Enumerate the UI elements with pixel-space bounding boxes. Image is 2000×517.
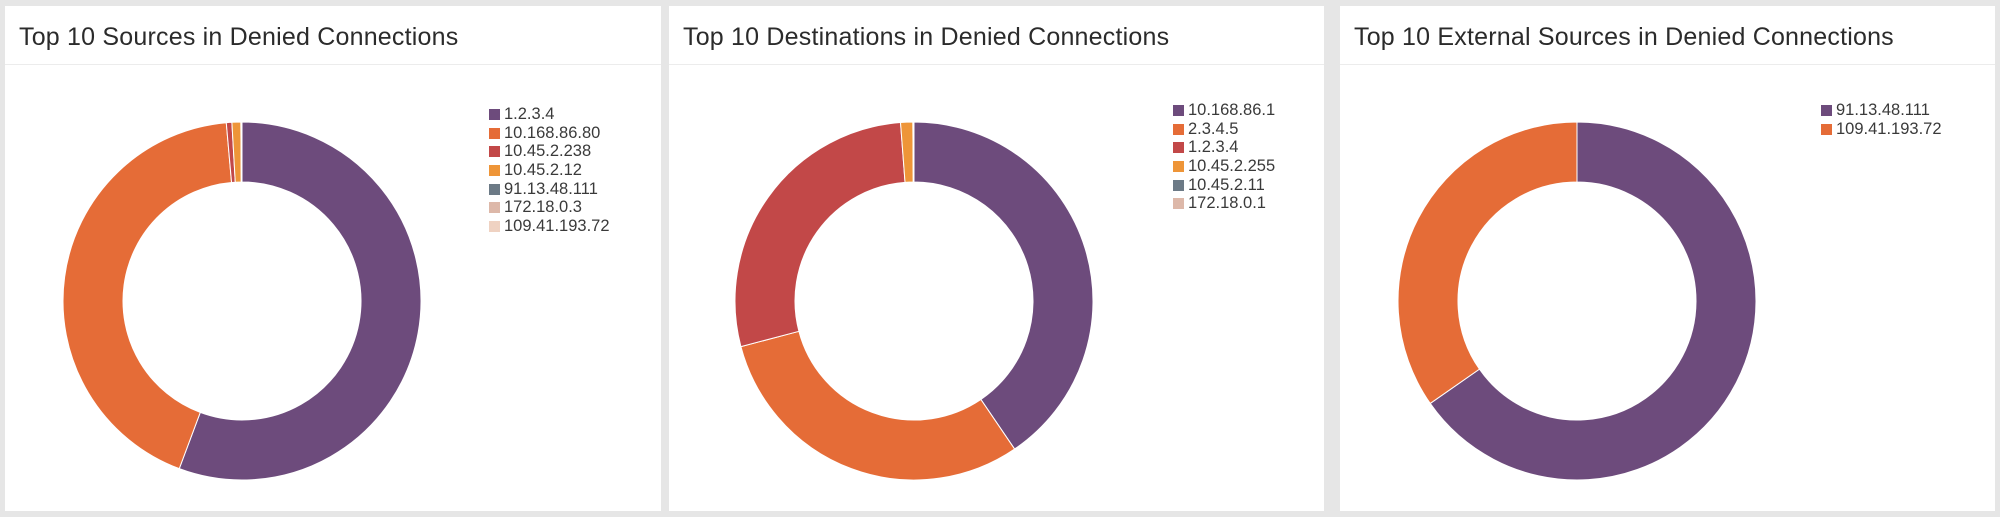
panel-title: Top 10 Destinations in Denied Connection… — [683, 23, 1170, 51]
legend-label: 109.41.193.72 — [1836, 119, 1942, 138]
legend-label: 10.168.86.80 — [504, 123, 601, 142]
legend-swatch — [489, 164, 500, 176]
legend-item-10-168-86-1[interactable]: 10.168.86.1 — [1173, 101, 1275, 120]
legend-item-10-45-2-11[interactable]: 10.45.2.11 — [1173, 176, 1275, 195]
legend-swatch — [1173, 198, 1184, 210]
legend-swatch — [1173, 160, 1184, 172]
panel-top-external-sources: Top 10 External Sources in Denied Connec… — [1340, 6, 1995, 511]
legend-item-1-2-3-4[interactable]: 1.2.3.4 — [1173, 138, 1275, 157]
legend-label: 2.3.4.5 — [1188, 119, 1239, 138]
legend-label: 172.18.0.3 — [504, 198, 582, 217]
legend-swatch — [1173, 123, 1184, 135]
legend-swatch — [489, 108, 500, 120]
donut-slice-10-168-86-80[interactable] — [62, 122, 233, 470]
panel-top-sources: Top 10 Sources in Denied Connections 1.2… — [5, 6, 661, 511]
legend-item-172-18-0-1[interactable]: 172.18.0.1 — [1173, 194, 1275, 213]
legend-item-10-45-2-255[interactable]: 10.45.2.255 — [1173, 157, 1275, 176]
legend-label: 10.45.2.255 — [1188, 156, 1276, 175]
panel-header: Top 10 Destinations in Denied Connection… — [669, 6, 1324, 65]
legend-item-91-13-48-111[interactable]: 91.13.48.111 — [489, 180, 610, 199]
legend-swatch — [489, 127, 500, 139]
donut-chart-destinations — [734, 121, 1094, 481]
legend-swatch — [489, 202, 500, 214]
legend-item-109-41-193-72[interactable]: 109.41.193.72 — [489, 217, 610, 236]
legend-swatch — [1821, 123, 1832, 135]
legend-label: 10.45.2.238 — [504, 142, 592, 161]
legend-item-10-168-86-80[interactable]: 10.168.86.80 — [489, 124, 610, 143]
legend-label: 1.2.3.4 — [1188, 138, 1239, 157]
chart-legend: 10.168.86.1 2.3.4.5 1.2.3.4 10.45.2.255 10.4… — [1173, 101, 1275, 213]
legend-swatch — [1173, 104, 1184, 116]
legend-item-2-3-4-5[interactable]: 2.3.4.5 — [1173, 120, 1275, 139]
legend-swatch — [489, 146, 500, 158]
legend-swatch — [1173, 179, 1184, 191]
donut-chart-sources — [62, 121, 422, 481]
donut-slice-91-13-48-111[interactable] — [1429, 121, 1757, 481]
legend-item-1-2-3-4[interactable]: 1.2.3.4 — [489, 105, 610, 124]
legend-item-109-41-193-72[interactable]: 109.41.193.72 — [1821, 120, 1942, 139]
donut-slice-1-2-3-4[interactable] — [178, 121, 422, 481]
legend-label: 91.13.48.111 — [504, 179, 598, 198]
donut-chart-external-sources — [1397, 121, 1757, 481]
panel-title: Top 10 External Sources in Denied Connec… — [1354, 23, 1894, 51]
legend-swatch — [489, 220, 500, 232]
legend-item-172-18-0-3[interactable]: 172.18.0.3 — [489, 198, 610, 217]
donut-slice-109-41-193-72[interactable] — [1397, 121, 1578, 405]
legend-label: 172.18.0.1 — [1188, 194, 1266, 213]
legend-label: 10.45.2.12 — [504, 160, 582, 179]
donut-slice-1-2-3-4[interactable] — [734, 121, 906, 348]
legend-label: 91.13.48.111 — [1836, 100, 1930, 119]
legend-item-91-13-48-111[interactable]: 91.13.48.111 — [1821, 101, 1942, 120]
legend-item-10-45-2-238[interactable]: 10.45.2.238 — [489, 142, 610, 161]
panel-top-destinations: Top 10 Destinations in Denied Connection… — [669, 6, 1324, 511]
legend-label: 1.2.3.4 — [504, 104, 555, 123]
panel-header: Top 10 External Sources in Denied Connec… — [1340, 6, 1995, 65]
chart-legend: 1.2.3.4 10.168.86.80 10.45.2.238 10.45.2.12… — [489, 105, 610, 236]
legend-item-10-45-2-12[interactable]: 10.45.2.12 — [489, 161, 610, 180]
legend-swatch — [489, 183, 500, 195]
donut-slice-10-168-86-1[interactable] — [913, 121, 1094, 450]
legend-swatch — [1173, 142, 1184, 154]
chart-legend: 91.13.48.111 109.41.193.72 — [1821, 101, 1942, 138]
donut-slice-2-3-4-5[interactable] — [740, 330, 1016, 481]
legend-swatch — [1821, 104, 1832, 116]
legend-label: 10.45.2.11 — [1188, 175, 1265, 194]
legend-label: 10.168.86.1 — [1188, 100, 1276, 119]
panel-title: Top 10 Sources in Denied Connections — [19, 23, 459, 51]
panel-header: Top 10 Sources in Denied Connections — [5, 6, 661, 65]
legend-label: 109.41.193.72 — [504, 216, 610, 235]
